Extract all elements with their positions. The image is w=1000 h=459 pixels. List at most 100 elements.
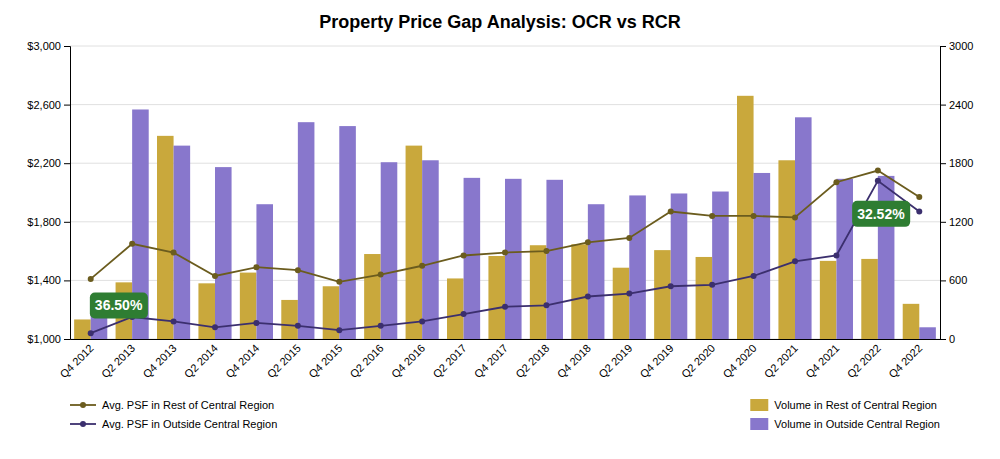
tick-mark <box>64 280 70 281</box>
tick-label: $1,400 <box>27 274 61 286</box>
line-series <box>88 178 923 336</box>
point <box>792 258 798 264</box>
tick-label: Q4 2016 <box>389 342 427 380</box>
point <box>461 311 467 317</box>
tick: Q2 2013 <box>99 339 137 380</box>
tick: $1,400 <box>27 274 70 286</box>
legend-swatch <box>750 418 768 430</box>
bar <box>256 204 273 339</box>
bar <box>74 319 91 339</box>
bar <box>820 261 837 339</box>
point <box>585 239 591 245</box>
annotation-box <box>852 201 910 227</box>
tick: Q4 2019 <box>637 339 675 380</box>
bar-series <box>91 109 936 339</box>
legend-label: Volume in Rest of Central Region <box>774 399 937 411</box>
bar <box>629 195 646 339</box>
point <box>378 323 384 329</box>
tick-label: Q2 2022 <box>845 342 883 380</box>
bar <box>696 257 713 339</box>
tick-mark <box>64 339 70 340</box>
point <box>212 324 218 330</box>
bar <box>571 244 588 339</box>
point <box>212 273 218 279</box>
legend-item: Avg. PSF in Rest of Central Region <box>70 399 274 411</box>
axis-line <box>941 47 947 340</box>
bar <box>281 300 298 339</box>
tick: Q4 2014 <box>223 339 261 380</box>
legend-group: Avg. PSF in Rest of Central RegionAvg. P… <box>70 399 277 430</box>
bar <box>861 259 878 339</box>
point <box>171 318 177 324</box>
tick: Q4 2013 <box>140 339 178 380</box>
line-series <box>88 168 923 285</box>
tick-label: 3000 <box>949 40 973 52</box>
bar <box>654 250 671 339</box>
annotations: 36.50%32.52% <box>90 201 910 319</box>
bar <box>381 162 398 339</box>
bar <box>613 268 630 339</box>
bar <box>406 146 423 339</box>
point <box>129 241 135 247</box>
tick: $3,000 <box>27 40 70 52</box>
annotation-box <box>90 292 148 318</box>
tick: Q2 2014 <box>182 339 220 380</box>
point <box>378 272 384 278</box>
tick: Q4 2020 <box>720 339 758 380</box>
tick-mark <box>940 105 946 106</box>
tick: Q4 2018 <box>555 339 593 380</box>
point <box>833 252 839 258</box>
point <box>916 194 922 200</box>
point <box>751 213 757 219</box>
point <box>916 209 922 215</box>
tick-label: $1,800 <box>27 216 61 228</box>
legend-label: Volume in Outside Central Region <box>774 418 940 430</box>
bar-series <box>74 96 919 339</box>
tick: 1800 <box>940 157 973 169</box>
tick: Q2 2021 <box>762 339 800 380</box>
point <box>419 263 425 269</box>
bar <box>919 327 936 339</box>
tick: $2,200 <box>27 157 70 169</box>
tick: Q2 2015 <box>265 339 303 380</box>
point <box>626 291 632 297</box>
tick-mark <box>940 222 946 223</box>
tick-mark <box>940 280 946 281</box>
point <box>88 330 94 336</box>
bar <box>447 278 464 339</box>
tick-label: Q4 2015 <box>306 342 344 380</box>
point <box>709 282 715 288</box>
tick-label: Q4 2014 <box>223 342 261 380</box>
point <box>336 279 342 285</box>
tick: $1,000 <box>27 333 70 345</box>
bar <box>422 160 439 339</box>
tick-mark <box>64 163 70 164</box>
line <box>91 171 920 282</box>
point <box>709 213 715 219</box>
bar <box>671 193 688 339</box>
tick-label: 1800 <box>949 157 973 169</box>
tick-label: Q4 2018 <box>555 342 593 380</box>
tick: 3000 <box>940 40 973 52</box>
legend-swatch <box>80 421 86 427</box>
point <box>543 248 549 254</box>
tick-label: $2,600 <box>27 99 61 111</box>
point <box>295 323 301 329</box>
bar <box>836 179 853 339</box>
tick: Q4 2012 <box>57 339 95 380</box>
tick-label: Q2 2019 <box>596 342 634 380</box>
legend-item: Volume in Rest of Central Region <box>750 399 937 411</box>
tick-label: 1200 <box>949 216 973 228</box>
point <box>295 267 301 273</box>
tick: Q2 2017 <box>430 339 468 380</box>
point <box>502 304 508 310</box>
legend-group: Volume in Rest of Central Region Volume i… <box>750 399 940 430</box>
tick: 600 <box>940 274 967 286</box>
grid-line <box>70 104 940 105</box>
x-axis: Q4 2012Q2 2013Q4 2013Q2 2014Q4 2014Q2 20… <box>57 339 940 380</box>
tick: Q2 2016 <box>347 339 385 380</box>
tick-label: Q2 2020 <box>679 342 717 380</box>
annotation: 36.50% <box>90 292 148 318</box>
tick-mark <box>64 222 70 223</box>
plot-area: $1,000$1,400$1,800$2,200$2,600$3,0000600… <box>27 40 973 380</box>
